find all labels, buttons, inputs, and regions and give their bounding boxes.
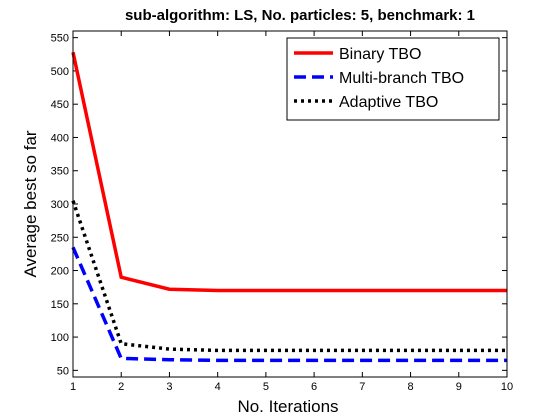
legend-label-2: Multi-branch TBO (339, 70, 464, 87)
y-tick-label-350: 350 (51, 166, 69, 178)
x-tick-label-6: 6 (311, 381, 317, 393)
plot-border (72, 30, 508, 378)
series-line-1 (71, 51, 507, 293)
series-lines (71, 51, 507, 363)
x-tick-label-4: 4 (215, 381, 221, 393)
x-tick-label-10: 10 (501, 381, 513, 393)
legend: Binary TBO Multi-branch TBO Adaptive TBO (286, 37, 500, 121)
y-tick-label-200: 200 (51, 266, 69, 278)
y-tick-label-100: 100 (51, 332, 69, 344)
legend-label-1: Binary TBO (339, 46, 421, 63)
chart-title: sub-algorithm: LS, No. particles: 5, ben… (125, 7, 475, 24)
y-tick-label-300: 300 (51, 199, 69, 211)
x-tick-label-9: 9 (456, 381, 462, 393)
x-tick-label-1: 1 (70, 381, 76, 393)
y-tick-label-500: 500 (51, 66, 69, 78)
legend-label-3: Adaptive TBO (339, 94, 438, 111)
y-tick-label-400: 400 (51, 132, 69, 144)
y-tick-label-250: 250 (51, 232, 69, 244)
x-tick-label-8: 8 (407, 381, 413, 393)
y-tick-label-50: 50 (57, 365, 69, 377)
x-axis-label: No. Iterations (237, 397, 338, 416)
series-line-2 (71, 246, 507, 363)
axis-ticks: 1 2 3 4 5 6 7 8 9 10 50 100 150 200 250 300 350 400 450 500… (51, 31, 513, 393)
y-axis-label: Average best so far (21, 130, 40, 277)
y-tick-label-150: 150 (51, 299, 69, 311)
series-line-3 (71, 200, 507, 353)
y-tick-label-450: 450 (51, 99, 69, 111)
y-tick-label-550: 550 (51, 33, 69, 45)
x-tick-label-5: 5 (263, 381, 269, 393)
x-tick-label-3: 3 (166, 381, 172, 393)
x-tick-label-7: 7 (359, 381, 365, 393)
x-tick-label-2: 2 (118, 381, 124, 393)
